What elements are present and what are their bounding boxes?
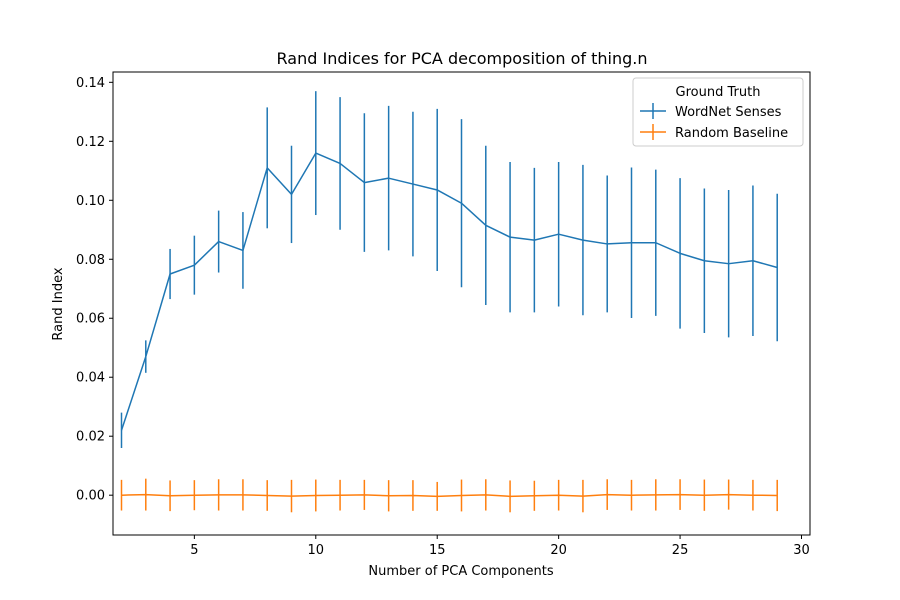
series-wordnet-senses	[120, 91, 778, 449]
legend-entry-wordnet-senses: WordNet Senses	[640, 103, 782, 120]
y-tick-label: 0.10	[76, 194, 105, 209]
series-line	[120, 152, 778, 431]
series-random-baseline	[120, 478, 778, 513]
x-tick-label: 10	[308, 543, 325, 558]
y-tick-label: 0.12	[76, 135, 105, 150]
chart-title: Rand Indices for PCA decomposition of th…	[277, 49, 648, 68]
x-axis: 5 10 15 20 25 30	[190, 535, 810, 558]
x-tick-label: 25	[672, 543, 689, 558]
plot-frame	[112, 71, 811, 536]
y-axis-label: Rand Index	[51, 267, 66, 340]
y-axis: 0.00 0.02 0.04 0.06 0.08 0.10 0.12 0.14	[76, 76, 113, 504]
series-line	[121, 493, 778, 498]
plot-area	[120, 91, 778, 513]
x-tick-label: 30	[793, 543, 810, 558]
legend-box	[632, 77, 804, 147]
legend-label-random-baseline: Random Baseline	[675, 126, 788, 141]
legend-entry-random-baseline: Random Baseline	[640, 124, 788, 141]
x-tick-label: 5	[190, 543, 198, 558]
y-tick-label: 0.00	[76, 489, 105, 504]
y-tick-label: 0.02	[76, 430, 105, 445]
legend-title: Ground Truth	[676, 85, 761, 100]
y-tick-label: 0.04	[76, 371, 105, 386]
y-tick-label: 0.14	[76, 76, 105, 91]
y-tick-label: 0.06	[76, 312, 105, 327]
x-tick-label: 20	[550, 543, 567, 558]
y-tick-label: 0.08	[76, 253, 105, 268]
legend-label-wordnet-senses: WordNet Senses	[675, 105, 782, 120]
x-axis-label: Number of PCA Components	[368, 564, 553, 579]
x-tick-label: 15	[429, 543, 446, 558]
legend: Ground Truth WordNet Senses Random Basel…	[632, 77, 804, 147]
